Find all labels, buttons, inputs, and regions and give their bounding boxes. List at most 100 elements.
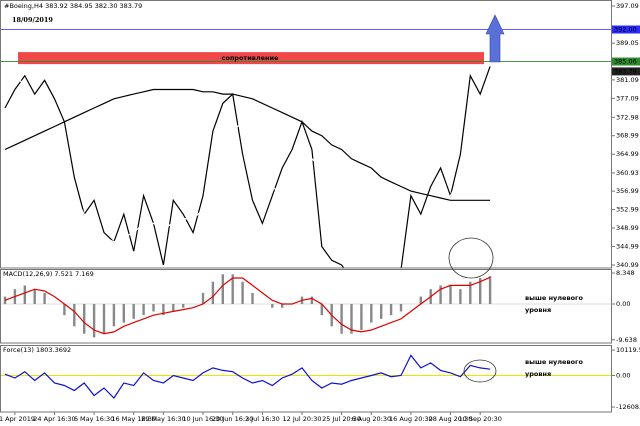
histogram-bar — [73, 304, 76, 327]
resistance-label: сопротивление — [222, 54, 280, 62]
histogram-bar — [201, 292, 205, 305]
histogram-bar — [459, 289, 462, 305]
y-tick-label: 372.98 — [616, 113, 639, 121]
histogram-bar — [122, 304, 125, 323]
histogram-bar — [172, 304, 175, 312]
x-tick-label: 20 Jun 16:30 — [212, 415, 253, 423]
histogram-bar — [488, 276, 492, 305]
histogram-bar — [449, 285, 452, 305]
x-tick-label: 28 Aug 20:30 — [429, 415, 473, 423]
y-tick-label: 344.99 — [616, 243, 639, 251]
histogram-bar — [102, 304, 106, 334]
y-tick-label: 389.05 — [616, 39, 639, 47]
panel-border — [0, 0, 612, 269]
x-tick-label: 11 Apr 2019 — [0, 415, 35, 423]
last-price-tag — [612, 67, 640, 76]
histogram-bar — [340, 304, 343, 334]
panel — [0, 29, 612, 268]
y-tick-label: 364.99 — [616, 150, 639, 158]
x-tick-label: 2 Jul 16:30 — [245, 415, 280, 423]
indicator-annotation: уровня — [525, 306, 551, 314]
histogram-bar — [380, 304, 383, 319]
histogram-bar — [43, 292, 46, 305]
indicator-title: Force(13) 1803.3692 — [3, 346, 71, 354]
histogram-bar — [469, 281, 472, 305]
histogram-bar — [23, 285, 26, 305]
histogram-bar — [231, 274, 234, 305]
x-tick-label: 16 May 16:30 — [111, 415, 156, 423]
histogram-bar — [152, 304, 155, 312]
series-line — [4, 65, 491, 268]
histogram-bar — [251, 292, 254, 305]
histogram-bar — [360, 304, 363, 331]
histogram-bar — [92, 304, 96, 338]
y-tick-label: 368.99 — [616, 132, 639, 140]
y-tick-label: 381.09 — [616, 76, 639, 84]
histogram-bar — [399, 304, 403, 312]
y-tick-label: 8.348 — [616, 269, 635, 277]
level-tag — [612, 25, 640, 34]
x-tick-label: 6 May 16:30 — [74, 415, 114, 423]
y-tick-label: 348.99 — [616, 224, 639, 232]
x-tick-label: 12 Jul 20:30 — [283, 415, 322, 423]
level-label: 385.06 — [614, 58, 637, 66]
x-tick-label: 6 Aug 20:30 — [351, 415, 391, 423]
histogram-bar — [241, 281, 244, 305]
histogram-bar — [320, 304, 323, 316]
series-line — [4, 354, 491, 399]
layout — [0, 0, 612, 413]
histogram-bar — [83, 304, 86, 334]
y-tick-label: 0.00 — [616, 371, 630, 379]
y-tick-label: 10119.51 — [616, 346, 640, 354]
histogram-bar — [281, 304, 284, 308]
histogram-bar — [389, 304, 393, 316]
panel-border — [0, 269, 612, 344]
histogram-bar — [370, 304, 373, 323]
panel — [0, 274, 612, 338]
level-label: 392.00 — [614, 26, 637, 34]
x-tick-label: 24 Apr 16:30 — [33, 415, 75, 423]
series-line — [4, 276, 491, 335]
x-tick-label: 16 Aug 20:30 — [389, 415, 433, 423]
histogram-bar — [310, 296, 314, 305]
histogram-bar — [221, 274, 224, 305]
y-tick-label: 340.99 — [616, 261, 639, 269]
date-annotation: 18/09/2019 — [12, 16, 53, 24]
histogram-bar — [112, 304, 116, 327]
level-tag — [612, 57, 640, 66]
histogram-bar — [271, 304, 274, 308]
histogram-bar — [33, 289, 36, 305]
resistance-band — [18, 52, 484, 65]
y-tick-label: -9.638 — [616, 336, 637, 344]
y-tick-label: 377.09 — [616, 94, 639, 102]
indicator-title: MACD(12,26,9) 7.521 7.169 — [3, 270, 94, 278]
series-line — [4, 66, 491, 268]
last-price-label: 383.79 — [614, 67, 637, 75]
panel — [0, 354, 612, 399]
highlight-ellipse — [463, 359, 497, 383]
y-tick-label: 356.99 — [616, 187, 639, 195]
y-tick-label: 352.99 — [616, 206, 639, 214]
histogram-bar — [162, 304, 165, 316]
histogram-bar — [142, 304, 145, 316]
y-tick-label: 397.09 — [616, 2, 639, 10]
y-tick-label: 0.00 — [616, 300, 630, 308]
x-tick-label: 10 Sep 20:30 — [459, 415, 502, 423]
histogram-bar — [211, 281, 215, 305]
x-tick-label: 10 Jun 16:30 — [182, 415, 223, 423]
histogram-bar — [3, 296, 7, 305]
histogram-bar — [439, 285, 442, 305]
histogram-bar — [350, 304, 353, 334]
indicator-annotation: уровня — [525, 370, 551, 378]
panel-border — [0, 345, 612, 413]
indicator-annotation: выше нулевого — [525, 358, 583, 366]
highlight-ellipse — [448, 237, 494, 279]
histogram-bar — [182, 304, 185, 308]
y-tick-label: 360.93 — [616, 169, 639, 177]
x-tick-label: 29 May 16:30 — [141, 415, 186, 423]
histogram-bar — [419, 296, 422, 305]
y-tick-label: -12608.1 — [616, 403, 640, 411]
histogram-bar — [132, 304, 135, 319]
